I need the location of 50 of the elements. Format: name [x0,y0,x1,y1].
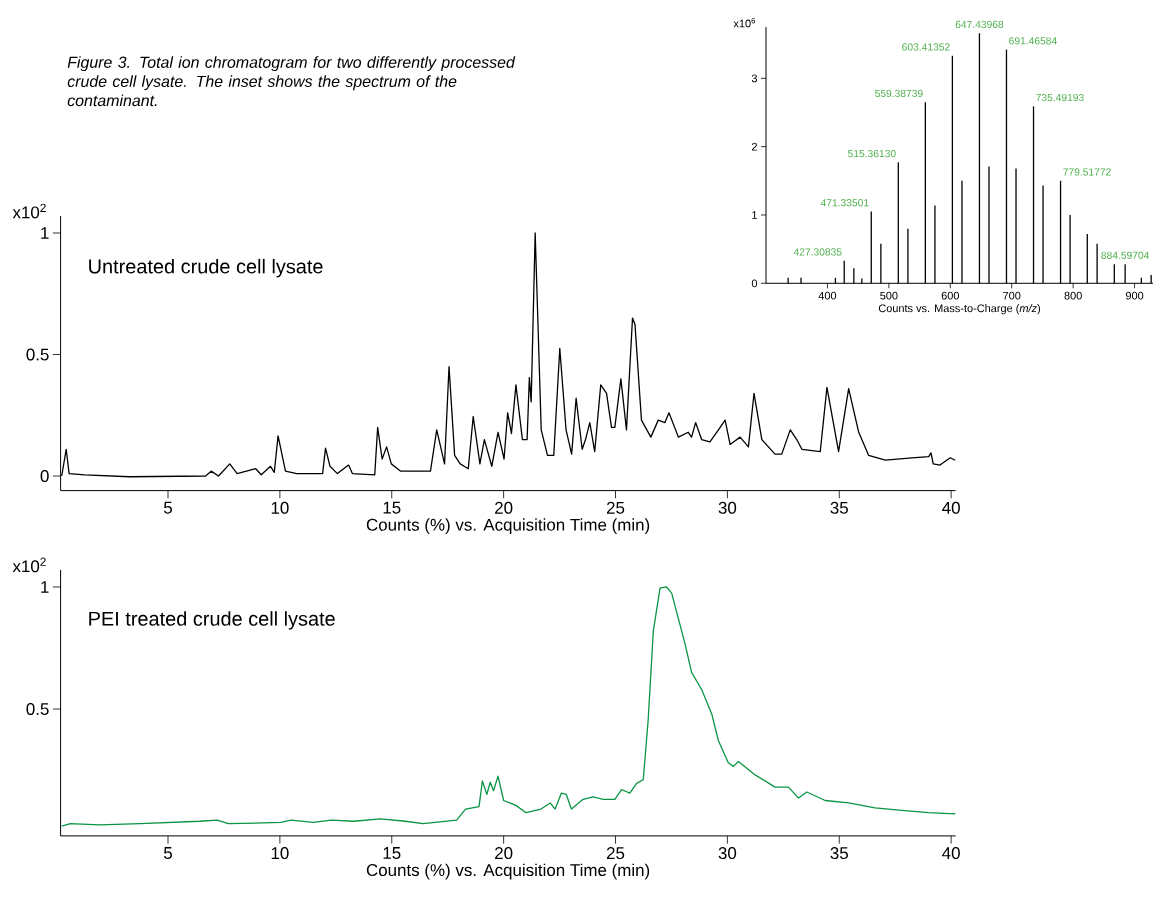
y-tick-label: 3 [751,74,757,83]
x-tick-label: 35 [830,501,848,514]
x-tick-label: 5 [163,501,172,514]
chart-title: Figure 3. Total ion chromatogram for two differently processed crude cell lysate. The inset shows the spectrum of the contaminant. [67,56,516,107]
x-tick-label: 700 [1003,291,1021,300]
y-tick-label: 0 [751,279,758,288]
y-tick-label: 2 [751,142,757,151]
annotation: 603.41352 [902,43,950,51]
x-tick-label: 35 [830,847,848,860]
x-tick-label: 10 [271,501,289,514]
annotation: 647.43968 [955,20,1004,29]
annotation: 779.51772 [1063,168,1111,176]
x-tick-label: 5 [163,847,172,859]
x-tick-label: 800 [1064,291,1082,300]
y-axis-title: x10$^{6}$ [733,17,756,28]
annotation: PEI treated crude cell lysate [89,611,335,630]
y-axis-title: x10$^{2}$ [12,203,46,219]
x-tick-label: 900 [1125,291,1144,300]
x-tick-label: 400 [818,291,837,300]
annotation: 427.30835 [793,248,842,256]
x-axis-title: Counts (%) vs. Acquisition Time (min) [366,518,650,535]
annotation: 559.38739 [875,89,923,98]
x-tick-label: 30 [718,501,737,514]
x-tick-label: 600 [941,291,959,300]
annotation: 691.46584 [1009,37,1057,45]
x-tick-label: 25 [606,847,625,860]
x-tick-label: 30 [718,847,737,860]
x-tick-label: 15 [383,847,401,859]
y-tick-label: 1 [41,227,49,239]
y-tick-label: 1 [752,211,757,219]
y-tick-label: 1 [41,581,49,593]
annotation: Untreated crude cell lysate [89,258,323,278]
y-tick-label: 0.5 [26,348,49,361]
x-tick-label: 40 [942,501,960,514]
y-tick-label: 0.5 [26,703,49,715]
annotation: 884.59704 [1101,251,1150,259]
x-tick-label: 500 [880,291,898,300]
y-axis-title: x10$^{2}$ [12,557,46,573]
x-axis-title: Counts (%) vs. Acquisition Time (min) [366,863,650,880]
annotation: 515.36130 [848,149,896,158]
x-tick-label: 15 [383,501,401,514]
x-tick-label: 10 [271,847,289,860]
x-tick-label: 20 [495,847,513,860]
x-axis-title: Counts vs. Mass-to-Charge (m/z) [878,304,1041,315]
annotation: 735.49193 [1036,93,1084,102]
x-tick-label: 25 [606,501,625,514]
y-tick-label: 0 [40,470,49,483]
annotation: 471.33501 [820,199,869,207]
x-tick-label: 40 [942,847,960,860]
x-tick-label: 20 [495,501,513,514]
